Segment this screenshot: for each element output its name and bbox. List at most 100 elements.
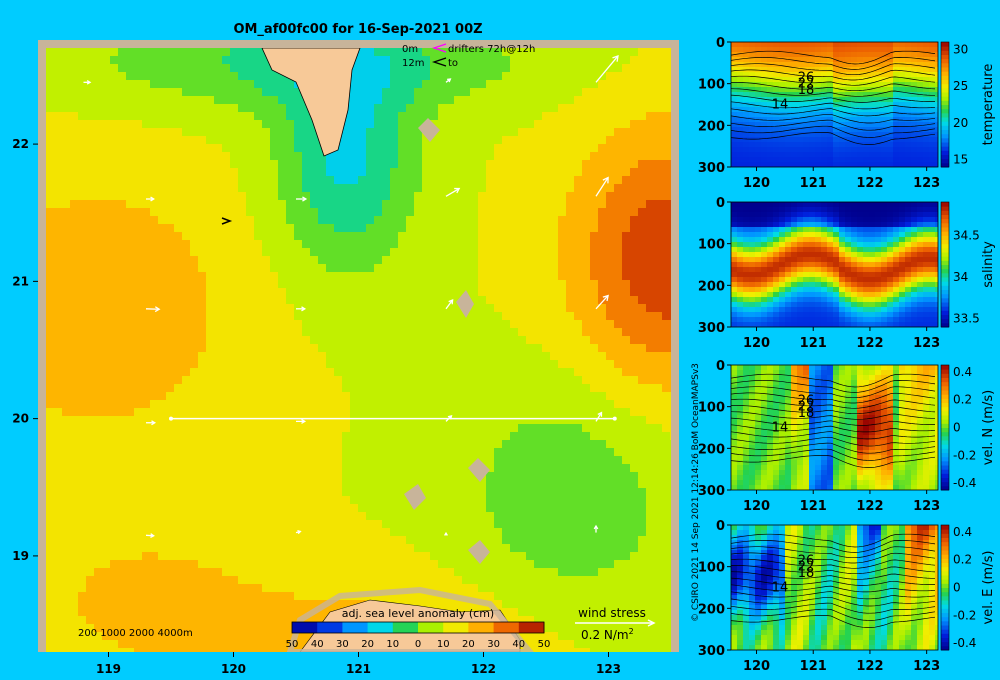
sla-cell [430, 392, 439, 401]
sla-cell [310, 440, 319, 449]
sla-cell [662, 88, 671, 97]
sla-cell [614, 240, 623, 249]
sla-cell [494, 224, 503, 233]
sla-cell [558, 248, 567, 257]
sla-cell [526, 208, 535, 217]
sla-cell [350, 504, 359, 513]
sla-cell [254, 488, 263, 497]
sla-cell [558, 256, 567, 265]
sla-cell [662, 160, 671, 169]
sla-cell [374, 464, 383, 473]
sla-cell [494, 104, 503, 113]
sla-cell [558, 544, 567, 553]
sla-cell [190, 376, 199, 385]
sla-cell [534, 104, 543, 113]
sla-cell [670, 184, 671, 193]
sla-cell [622, 312, 631, 321]
sla-cell [46, 360, 55, 369]
sla-cell [638, 400, 647, 409]
sla-cell [254, 80, 263, 89]
sla-cell [374, 240, 383, 249]
sla-cell [118, 144, 127, 153]
sla-cell [302, 504, 311, 513]
sla-cell [102, 144, 111, 153]
sla-cell [206, 440, 215, 449]
sla-cell [142, 184, 151, 193]
sla-cell [254, 480, 263, 489]
sla-cell [526, 360, 535, 369]
sla-cell [134, 536, 143, 545]
sla-cell [662, 120, 671, 129]
sla-cell [142, 232, 151, 241]
sla-cell [246, 448, 255, 457]
sla-cell [366, 136, 375, 145]
sla-cell [646, 480, 655, 489]
sla-cell [422, 200, 431, 209]
sla-cell [342, 352, 351, 361]
sla-cell [614, 328, 623, 337]
sla-cell [350, 408, 359, 417]
sla-cell [646, 160, 655, 169]
sla-cell [46, 384, 55, 393]
sla-cell [414, 184, 423, 193]
sla-cell [118, 56, 127, 65]
sla-cell [126, 232, 135, 241]
sla-cell [454, 376, 463, 385]
sla-cell [126, 552, 135, 561]
sla-cell [110, 408, 119, 417]
sla-cell [246, 360, 255, 369]
sla-cell [518, 80, 527, 89]
sla-cell [190, 176, 199, 185]
sla-cell [94, 144, 103, 153]
sla-cell [446, 504, 455, 513]
sla-cell [422, 472, 431, 481]
sla-cell [598, 448, 607, 457]
sla-cell [62, 240, 71, 249]
sla-cell [326, 320, 335, 329]
sla-cell [254, 176, 263, 185]
sla-cell [270, 160, 279, 169]
sla-cell [662, 48, 671, 57]
sla-cell [214, 352, 223, 361]
sla-cell [246, 304, 255, 313]
sla-cell [422, 64, 431, 73]
sla-cell [70, 480, 79, 489]
sla-cell [398, 528, 407, 537]
sla-cell [254, 88, 263, 97]
sla-cell [198, 408, 207, 417]
sla-cell [150, 184, 159, 193]
sla-cell [390, 88, 399, 97]
sla-cell [502, 80, 511, 89]
sla-cell [582, 456, 591, 465]
sla-cell [406, 288, 415, 297]
sla-cell [606, 376, 615, 385]
sla-cell [286, 416, 295, 425]
sla-cell [518, 440, 527, 449]
sla-cell [318, 488, 327, 497]
sla-cell [534, 192, 543, 201]
sla-cell [46, 456, 55, 465]
sla-cell [198, 200, 207, 209]
sla-cell [486, 264, 495, 273]
sla-cell [94, 152, 103, 161]
sla-cell [670, 232, 671, 241]
sla-cell [550, 472, 559, 481]
sla-cell [142, 480, 151, 489]
sla-cell [502, 528, 511, 537]
sla-cell [518, 488, 527, 497]
sla-cell [414, 376, 423, 385]
sla-cell [110, 368, 119, 377]
sla-cell [118, 264, 127, 273]
sla-cell [406, 216, 415, 225]
sla-cell [598, 488, 607, 497]
sla-cell [350, 296, 359, 305]
sla-cell [486, 232, 495, 241]
sla-cell [494, 200, 503, 209]
sla-cell [214, 328, 223, 337]
sla-cell [486, 504, 495, 513]
sla-cell [558, 240, 567, 249]
sla-cell [630, 264, 639, 273]
sla-cell [134, 216, 143, 225]
sla-cell [398, 408, 407, 417]
sla-cell [462, 56, 471, 65]
